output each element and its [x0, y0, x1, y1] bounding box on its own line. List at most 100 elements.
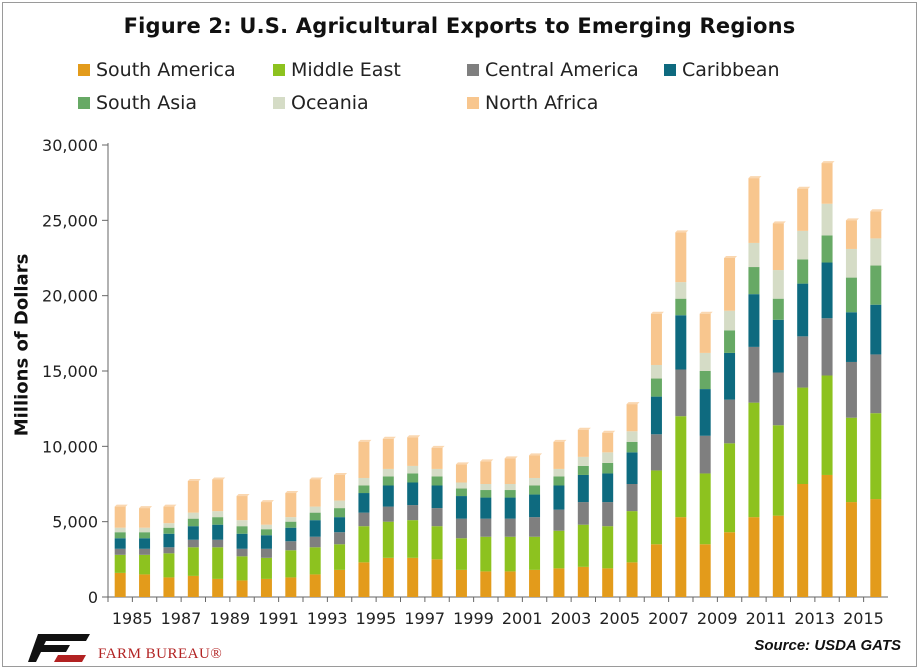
bar-segment-caribbean: [480, 497, 492, 519]
logo-text: FARM BUREAU®: [98, 646, 223, 662]
bar-segment-central-america: [675, 369, 687, 417]
bar-segment-middle-east: [504, 536, 516, 572]
bar-segment-middle-east: [797, 387, 809, 484]
bar-segment-oceania: [577, 456, 589, 466]
bar-segment-north-africa: [821, 163, 833, 204]
bar-segment-caribbean: [187, 526, 199, 540]
legend-item-north-africa: North Africa: [467, 92, 598, 114]
chart-title: Figure 2: U.S. Agricultural Exports to E…: [123, 14, 796, 38]
bar-segment-central-america: [455, 518, 467, 539]
bar-segment-oceania: [821, 203, 833, 236]
bar-top-cap: [577, 427, 591, 430]
bar-segment-south-asia: [626, 441, 638, 453]
bar-segment-middle-east: [675, 416, 687, 518]
bar-segment-north-africa: [626, 404, 638, 432]
bar-segment-central-america: [772, 372, 784, 426]
bar-segment-oceania: [772, 270, 784, 299]
bar-top-cap: [334, 472, 348, 475]
farm-bureau-logo: [28, 634, 90, 662]
x-tick-label: 2011: [746, 609, 787, 628]
bar-top-cap: [163, 504, 177, 507]
bar-segment-north-africa: [529, 455, 541, 478]
bar-segment-oceania: [553, 468, 565, 477]
bar-segment-north-africa: [845, 220, 857, 249]
bar-segment-north-africa: [797, 188, 809, 231]
bar-top-cap: [529, 453, 543, 456]
bar-segment-south-asia: [699, 371, 711, 390]
bar-segment-south-america: [407, 557, 419, 597]
bar-segment-middle-east: [309, 547, 321, 575]
bar-segment-middle-east: [285, 550, 297, 578]
bar-segment-south-america: [577, 566, 589, 597]
bar-segment-central-america: [626, 484, 638, 512]
bar-segment-south-america: [748, 517, 760, 597]
bar-segment-caribbean: [285, 527, 297, 542]
x-tick-label: 1999: [453, 609, 494, 628]
bar-segment-oceania: [650, 364, 662, 379]
bar-segment-oceania: [480, 484, 492, 491]
bar-top-cap: [626, 402, 640, 405]
x-tick-label: 2015: [843, 609, 884, 628]
legend-item-central-america: Central America: [467, 59, 639, 81]
bar-segment-central-america: [699, 435, 711, 474]
bar-segment-central-america: [139, 548, 151, 555]
bar-segment-south-america: [821, 474, 833, 597]
bar-segment-north-africa: [870, 211, 882, 239]
bar-top-cap: [675, 230, 689, 233]
bar-segment-south-asia: [358, 485, 370, 494]
bar-top-cap: [260, 500, 274, 503]
bar-segment-south-america: [699, 544, 711, 597]
bar-segment-caribbean: [163, 533, 175, 548]
bar-segment-south-asia: [870, 265, 882, 305]
legend-label: South America: [96, 59, 236, 81]
bar-segment-caribbean: [675, 315, 687, 370]
bar-top-cap: [187, 478, 201, 481]
bar-segment-north-africa: [260, 502, 272, 525]
bar-top-cap: [772, 221, 786, 224]
bar-segment-south-america: [870, 499, 882, 597]
bar-segment-central-america: [553, 509, 565, 531]
bar-segment-middle-east: [431, 526, 443, 560]
bar-segment-south-asia: [334, 508, 346, 518]
bar-segment-central-america: [382, 506, 394, 522]
bar-top-cap: [870, 209, 884, 212]
bar-segment-south-america: [504, 571, 516, 597]
bar-segment-south-asia: [285, 521, 297, 528]
bar-top-cap: [724, 256, 738, 258]
bar-segment-middle-east: [163, 553, 175, 578]
bar-segment-south-america: [163, 577, 175, 597]
bar-segment-oceania: [748, 242, 760, 268]
bar-segment-south-america: [334, 569, 346, 597]
bar-segment-central-america: [650, 434, 662, 471]
bar-segment-caribbean: [455, 496, 467, 519]
bar-segment-caribbean: [212, 524, 224, 540]
bar-segment-north-africa: [236, 496, 248, 521]
bar-segment-caribbean: [114, 538, 126, 549]
bar-top-cap: [236, 494, 250, 497]
bar-segment-middle-east: [699, 473, 711, 545]
bar-segment-north-africa: [577, 429, 589, 457]
legend-item-south-america: South America: [78, 59, 236, 81]
bar-segment-south-asia: [675, 298, 687, 316]
bar-segment-caribbean: [797, 283, 809, 337]
bar-segment-north-africa: [748, 178, 760, 243]
legend-swatch: [467, 97, 479, 109]
bar-segment-oceania: [382, 468, 394, 477]
x-tick-label: 2001: [502, 609, 543, 628]
bar-top-cap: [845, 218, 859, 221]
bar-top-cap: [431, 445, 445, 448]
bar-top-cap: [650, 311, 664, 314]
legend-swatch: [664, 64, 676, 76]
bar-segment-south-america: [650, 544, 662, 597]
bar-segment-caribbean: [529, 494, 541, 518]
bar-top-cap: [748, 176, 762, 179]
bar-segment-south-america: [553, 568, 565, 597]
bar-segment-south-america: [772, 515, 784, 597]
bar-segment-caribbean: [504, 497, 516, 519]
bar-segment-south-asia: [724, 330, 736, 353]
bar-segment-south-asia: [650, 378, 662, 397]
bar-segment-caribbean: [870, 304, 882, 355]
bar-segment-oceania: [260, 524, 272, 530]
bar-segment-middle-east: [236, 556, 248, 581]
